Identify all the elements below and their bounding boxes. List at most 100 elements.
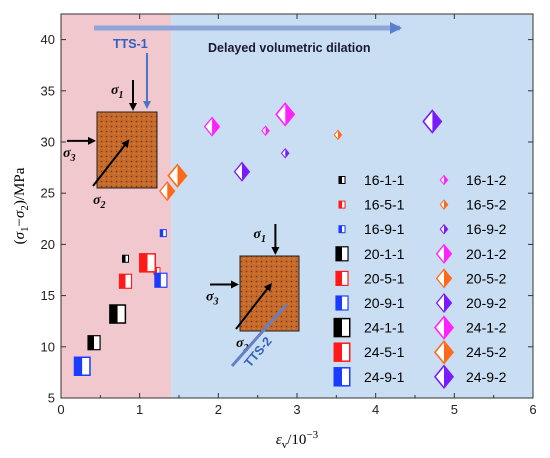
x-tick-label: 2 (215, 402, 222, 417)
legend-marker-20-1-1 (335, 246, 349, 262)
point-20-5-2-1-filled-half (167, 182, 175, 201)
legend-marker-20-1-2 (435, 243, 453, 264)
specimen-block-2 (239, 255, 300, 332)
point-24-5-2-1 (167, 163, 188, 189)
point-24-1-2-1-outline (275, 102, 296, 127)
point-16-5-2-1-empty-half (334, 130, 338, 140)
sigma3-label-1: σ3 (63, 146, 76, 164)
point-20-9-2-1 (233, 161, 251, 182)
legend-marker-20-1-1-outline (335, 246, 349, 262)
point-24-1-1-1-outline (109, 304, 127, 324)
point-16-1-2-1-filled-half (265, 126, 270, 136)
point-16-9-2-1 (280, 147, 290, 159)
legend-marker-16-1-2-filled-half (444, 175, 448, 185)
point-24-9-1-1 (73, 356, 91, 377)
legend-marker-20-9-2-filled-half (444, 294, 452, 312)
legend-marker-24-5-1-filled-half (334, 343, 342, 362)
legend-marker-20-1-1-empty-half (342, 246, 349, 261)
legend-marker-16-1-1-empty-half (342, 176, 346, 184)
legend-marker-24-9-2-empty-half (434, 365, 444, 388)
legend-label-20-5-2: 20-5-2 (466, 270, 507, 286)
legend-item-20-5-1: 20-5-1 (335, 270, 405, 286)
legend-marker-20-5-2-filled-half (444, 269, 452, 288)
x-axis-label: εv/10−3 (276, 429, 319, 451)
legend-marker-20-5-1-outline (335, 270, 349, 286)
tts1-label: TTS-1 (113, 37, 148, 51)
point-16-9-1-1-outline (159, 229, 167, 238)
legend-marker-16-5-1-filled-half (338, 201, 342, 209)
legend-marker-24-9-1-outline (333, 367, 351, 387)
point-24-1-2-1-empty-half (276, 103, 286, 126)
point-20-5-1-1-empty-half (125, 274, 132, 289)
legend-marker-16-5-2-outline (439, 199, 449, 210)
sigma2-arrow-2 (235, 282, 272, 330)
point-16-9-1-1-filled-half (160, 229, 164, 237)
point-20-1-2-1-filled-half (212, 117, 220, 136)
legend-item-24-5-2: 24-5-2 (433, 339, 507, 365)
legend-marker-20-5-1-empty-half (342, 271, 349, 286)
point-20-9-1-1-filled-half (154, 273, 161, 288)
legend-item-20-1-1: 20-1-1 (335, 246, 405, 262)
legend-marker-24-5-2-outline (433, 339, 455, 365)
x-tick-label: 3 (293, 402, 300, 417)
legend-marker-24-1-2-empty-half (434, 316, 444, 339)
legend-marker-20-5-1-filled-half (335, 271, 342, 286)
legend-marker-16-1-1 (338, 176, 346, 184)
legend-marker-16-9-1 (338, 225, 346, 234)
point-16-1-1-1 (121, 254, 130, 263)
background-regions (61, 14, 533, 398)
point-24-1-1-1 (109, 304, 127, 324)
legend-label-16-5-2: 16-5-2 (466, 197, 507, 213)
legend-marker-16-1-2-outline (439, 174, 449, 186)
point-16-1-1-1-filled-half (122, 255, 126, 263)
axes: 0 1 2 3 4 5 6 5 10 15 20 25 30 35 40 (41, 13, 537, 417)
legend-marker-16-5-2-empty-half (440, 200, 444, 210)
axis-labels: εv/10−3 (σ1−σ2)/MPa (12, 167, 319, 451)
region-2 (171, 14, 533, 398)
point-24-5-1-1-filled-half (139, 253, 148, 272)
point-20-9-2-1-empty-half (234, 162, 242, 181)
legend-label-20-1-1: 20-1-1 (364, 246, 405, 262)
legend-label-20-9-2: 20-9-2 (466, 295, 507, 311)
x-tick-label: 5 (451, 402, 458, 417)
sigma2-label-1: σ2 (93, 193, 106, 211)
legend-item-24-9-1: 24-9-1 (333, 367, 405, 387)
legend-item-16-9-1: 16-9-1 (338, 221, 405, 237)
point-20-9-2-1-outline (233, 161, 251, 182)
point-20-9-1-1 (154, 272, 168, 288)
x-tick-label: 0 (57, 402, 64, 417)
legend-marker-16-1-2-empty-half (440, 175, 444, 185)
point-20-1-1-1-empty-half (94, 335, 101, 350)
legend-label-24-1-1: 24-1-1 (364, 320, 405, 336)
legend-item-20-5-2: 20-5-2 (435, 268, 507, 289)
legend-marker-20-9-2 (435, 292, 453, 314)
legend-marker-24-9-2 (433, 364, 455, 390)
legend-item-16-9-2: 16-9-2 (439, 221, 507, 237)
sigma1-label-2: σ1 (253, 227, 266, 245)
point-24-1-1-1-filled-half (109, 305, 118, 324)
legend-label-24-9-1: 24-9-1 (364, 369, 405, 385)
data-points (73, 102, 443, 377)
point-24-9-2-1 (422, 109, 443, 134)
legend-item-16-5-1: 16-5-1 (338, 197, 405, 213)
x-tick-label: 4 (372, 402, 379, 417)
region-1 (61, 14, 172, 398)
point-20-9-2-1-filled-half (241, 162, 250, 181)
legend-label-20-9-1: 20-9-1 (364, 295, 405, 311)
legend-marker-16-5-2 (439, 199, 449, 210)
point-16-5-1-1-empty-half (156, 267, 160, 275)
point-24-9-1-1-outline (73, 356, 91, 377)
y-tick-label: 25 (41, 186, 55, 201)
point-24-5-1-1-outline (139, 253, 157, 273)
legend-marker-16-1-2 (439, 174, 449, 186)
legend-marker-20-9-2-empty-half (436, 294, 444, 312)
point-20-1-2-1-outline (203, 116, 221, 137)
legend-marker-24-1-1-filled-half (334, 318, 342, 337)
legend-marker-16-9-1-empty-half (342, 225, 346, 233)
point-16-9-2-1-outline (280, 147, 290, 159)
legend-item-20-9-2: 20-9-2 (435, 292, 507, 314)
legend: 16-1-1 16-5-1 16-9-1 20-1-1 20-5-1 20-9-1 24-1… (333, 172, 507, 390)
point-20-1-1-1 (87, 335, 101, 351)
legend-marker-24-5-1 (333, 342, 351, 362)
legend-marker-16-9-2-outline (439, 223, 449, 235)
